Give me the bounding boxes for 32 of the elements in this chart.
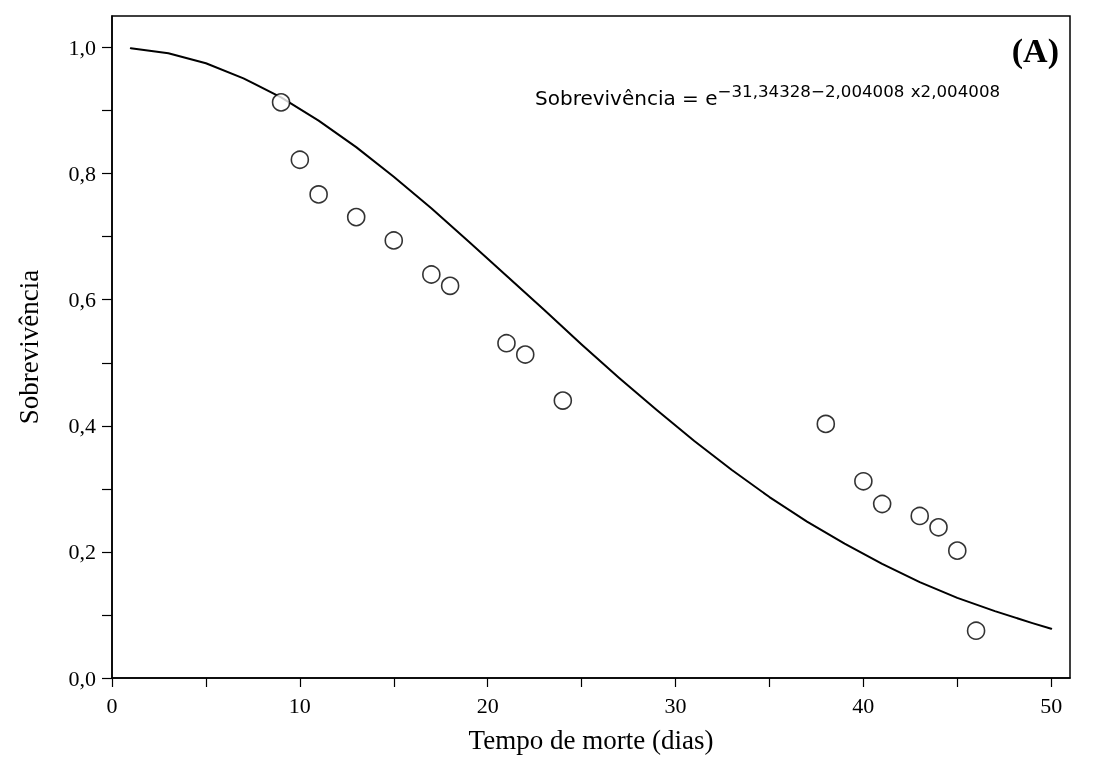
point: [346, 207, 366, 227]
point: [910, 506, 930, 526]
point: [948, 541, 967, 560]
point: [515, 345, 535, 364]
x-tick-label: 0: [106, 692, 118, 718]
point: [553, 391, 573, 410]
point: [384, 231, 404, 250]
y-tick-label: 0,4: [68, 413, 96, 439]
point: [440, 276, 460, 296]
point: [290, 150, 310, 170]
x-tick-label: 40: [852, 692, 875, 718]
point: [422, 265, 441, 284]
x-tick-label: 10: [288, 692, 311, 718]
point: [854, 472, 873, 491]
point: [271, 93, 291, 112]
x-axis-title: Tempo de morte (dias): [468, 724, 714, 755]
y-tick-label: 0,8: [68, 161, 96, 187]
y-axis-title: Sobrevivência: [13, 269, 44, 425]
annotation: (A): [1011, 32, 1059, 70]
point: [816, 414, 836, 434]
y-tick-label: 0,2: [68, 539, 96, 565]
point: [929, 518, 948, 537]
point: [966, 621, 986, 641]
x-tick-label: 30: [664, 692, 687, 718]
point: [309, 185, 328, 204]
x-tick-label: 20: [476, 692, 499, 718]
point: [872, 494, 892, 514]
point: [497, 333, 516, 353]
y-tick-label: 0,6: [68, 287, 96, 313]
y-tick-label: 1,0: [68, 35, 96, 61]
y-tick-label: 0,0: [68, 665, 96, 691]
x-tick-label: 50: [1040, 692, 1063, 718]
